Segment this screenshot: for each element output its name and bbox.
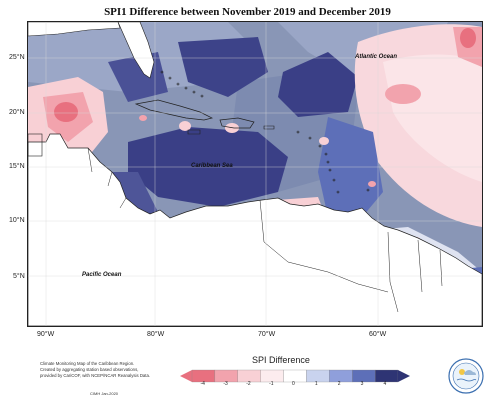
land-lesser-antilles — [296, 130, 370, 194]
land-hispaniola — [219, 117, 255, 129]
legend-colorbar — [180, 369, 410, 383]
field-dark-blue-bahamas — [178, 37, 268, 97]
lat-tick-25n: 25°N — [9, 54, 25, 61]
legend-tick-label: 4 — [383, 381, 387, 387]
credit-text: Climate Monitoring Map of the Caribbean … — [40, 361, 190, 379]
legend-tick-label: 3 — [360, 381, 364, 387]
credit-line-2: Created by aggregating station based obs… — [40, 367, 139, 372]
lon-tick-60w: 60°W — [369, 331, 387, 338]
lat-tick-15n: 15°N — [9, 163, 25, 170]
land-cuba — [134, 99, 214, 121]
lon-tick-90w: 90°W — [37, 331, 55, 338]
spi-difference-map — [28, 22, 482, 326]
legend-swatch — [374, 369, 399, 383]
field-strong-negative-yucatan — [54, 102, 78, 122]
map-gridlines — [28, 22, 482, 326]
legend-tick-label: -4 — [200, 381, 205, 387]
lat-tick-5n: 5°N — [13, 273, 25, 280]
lat-tick-20n: 20°N — [9, 109, 25, 116]
legend-tick-label: 1 — [314, 381, 318, 387]
border-french-guiana — [439, 249, 443, 287]
land-puerto-rico — [263, 125, 275, 130]
border-guyana — [387, 231, 399, 313]
legend-tick-label: 2 — [337, 381, 341, 387]
field-spot-trinidad — [368, 181, 376, 187]
field-spot-cuba — [179, 121, 191, 131]
legend-swatch — [352, 369, 376, 383]
map-title: SPI1 Difference between November 2019 an… — [104, 6, 391, 18]
lon-tick-70w: 70°W — [258, 331, 276, 338]
legend-arrow-right — [398, 370, 410, 382]
border-venezuela-colombia — [259, 199, 389, 293]
land-belize-outline — [28, 133, 43, 157]
land-jamaica — [187, 129, 201, 135]
legend-tick-label: -2 — [246, 381, 251, 387]
lon-tick-80w: 80°W — [147, 331, 165, 338]
land-bahamas — [160, 70, 204, 98]
field-spot-caymans — [139, 115, 147, 121]
legend-boxes — [191, 369, 399, 383]
credit-line-1: Climate Monitoring Map of the Caribbean … — [40, 361, 135, 366]
legend-arrow-left — [180, 370, 192, 382]
cimh-logo — [448, 358, 484, 394]
legend-swatch — [283, 369, 307, 383]
map-frame — [27, 21, 483, 327]
land-gulf-coast — [28, 22, 121, 37]
credit-date: CIMH Jan-2020 — [90, 391, 119, 396]
border-central-america — [87, 147, 127, 209]
legend-tick-label: -3 — [223, 381, 228, 387]
legend-swatch — [329, 369, 353, 383]
field-blue-antilles — [318, 117, 383, 222]
label-atlantic-ocean: Atlantic Ocean — [355, 54, 398, 60]
legend-title: SPI Difference — [252, 355, 310, 365]
legend-swatch — [306, 369, 330, 383]
label-pacific-ocean: Pacific Ocean — [82, 272, 122, 278]
legend-tick-label: 0 — [292, 381, 295, 387]
land-florida — [117, 22, 155, 79]
field-negative-core — [385, 84, 421, 104]
credit-line-3: provided by CariCOF, with NCEP/NCAR Rean… — [40, 373, 151, 378]
legend-tick-label: -1 — [269, 381, 274, 387]
field-strong-negative-ne — [460, 28, 476, 48]
label-caribbean-sea: Caribbean Sea — [191, 163, 233, 169]
border-suriname — [417, 239, 423, 293]
field-dark-blue-atlantic — [278, 52, 358, 117]
lat-tick-10n: 10°N — [9, 217, 25, 224]
field-spot-antilles — [319, 137, 329, 145]
land-americas — [28, 133, 482, 326]
cimh-logo-icon — [448, 358, 484, 394]
